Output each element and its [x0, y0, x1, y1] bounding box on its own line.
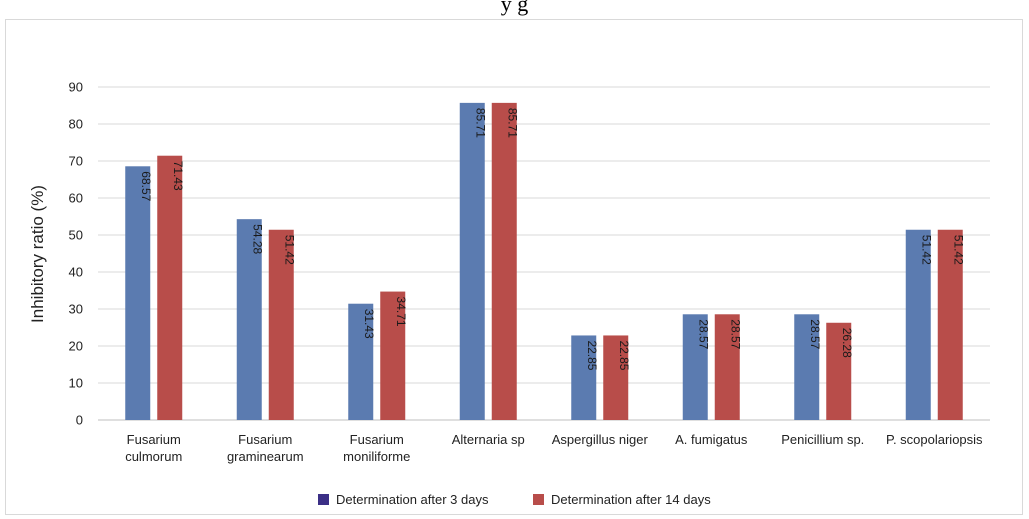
- bar-day14: [268, 229, 294, 420]
- x-category-label: graminearum: [227, 449, 304, 464]
- y-tick-label: 40: [69, 265, 83, 280]
- data-label: 22.85: [617, 340, 631, 370]
- data-label: 31.43: [362, 309, 376, 339]
- bar-day14: [937, 229, 963, 420]
- cropped-caption-text: y g: [500, 0, 529, 16]
- x-category-label: Fusarium: [238, 432, 292, 447]
- bar-day14: [380, 291, 406, 420]
- data-label: 54.28: [250, 224, 264, 254]
- bar-day14: [714, 314, 740, 420]
- y-tick-label: 10: [69, 376, 83, 391]
- data-label: 68.57: [139, 171, 153, 201]
- x-category-label: Aspergillus niger: [552, 432, 649, 447]
- data-label: 26.28: [840, 328, 854, 358]
- data-label: 28.57: [808, 319, 822, 349]
- y-tick-label: 90: [69, 80, 83, 95]
- data-label: 51.42: [282, 235, 296, 265]
- data-label: 28.57: [696, 319, 710, 349]
- x-category-label: moniliforme: [343, 449, 410, 464]
- data-label: 51.42: [919, 235, 933, 265]
- bar-day3: [125, 166, 151, 420]
- y-axis-ticks: 0 10 20 30 40 50 60 70 80 90: [69, 80, 83, 428]
- gridlines: [98, 86, 990, 421]
- bar-day3: [571, 335, 597, 420]
- bar-day3: [682, 314, 708, 420]
- x-category-label: P. scopolariopsis: [886, 432, 983, 447]
- data-label: 51.42: [951, 235, 965, 265]
- legend-swatch: [318, 494, 329, 505]
- data-label: 34.71: [394, 297, 408, 327]
- y-tick-label: 0: [76, 413, 83, 428]
- y-tick-label: 50: [69, 228, 83, 243]
- bar-day3: [459, 102, 485, 421]
- bar-day3: [794, 314, 820, 420]
- y-tick-label: 70: [69, 154, 83, 169]
- legend: Determination after 3 days Determination …: [318, 492, 711, 507]
- x-category-label: A. fumigatus: [675, 432, 748, 447]
- y-tick-label: 30: [69, 302, 83, 317]
- bar-day3: [905, 229, 931, 420]
- y-tick-label: 20: [69, 339, 83, 354]
- legend-swatch: [533, 494, 544, 505]
- data-label: 71.43: [171, 161, 185, 191]
- bars: [125, 102, 963, 421]
- x-category-label: Fusarium: [350, 432, 404, 447]
- data-label: 22.85: [585, 340, 599, 370]
- data-labels: 68.57 71.43 54.28 51.42 31.43 34.71 85.71 85.71…: [139, 108, 966, 371]
- data-label: 85.71: [505, 108, 519, 138]
- x-category-label: Fusarium: [127, 432, 181, 447]
- x-axis-categories: Fusarium culmorum Fusarium graminearum Fusar…: [125, 432, 983, 464]
- bar-day3: [348, 303, 374, 420]
- bar-day14: [603, 335, 629, 420]
- data-label: 28.57: [728, 319, 742, 349]
- legend-label: Determination after 3 days: [336, 492, 489, 507]
- y-axis-title: Inhibitory ratio (%): [28, 185, 47, 323]
- legend-label: Determination after 14 days: [551, 492, 711, 507]
- bar-day3: [236, 219, 262, 420]
- bar-day14: [826, 322, 852, 420]
- y-tick-label: 80: [69, 117, 83, 132]
- x-category-label: Alternaria sp: [452, 432, 525, 447]
- x-category-label: Penicillium sp.: [781, 432, 864, 447]
- data-label: 85.71: [473, 108, 487, 138]
- y-tick-label: 60: [69, 191, 83, 206]
- bar-day14: [157, 155, 183, 421]
- x-category-label: culmorum: [125, 449, 182, 464]
- bar-day14: [491, 102, 517, 421]
